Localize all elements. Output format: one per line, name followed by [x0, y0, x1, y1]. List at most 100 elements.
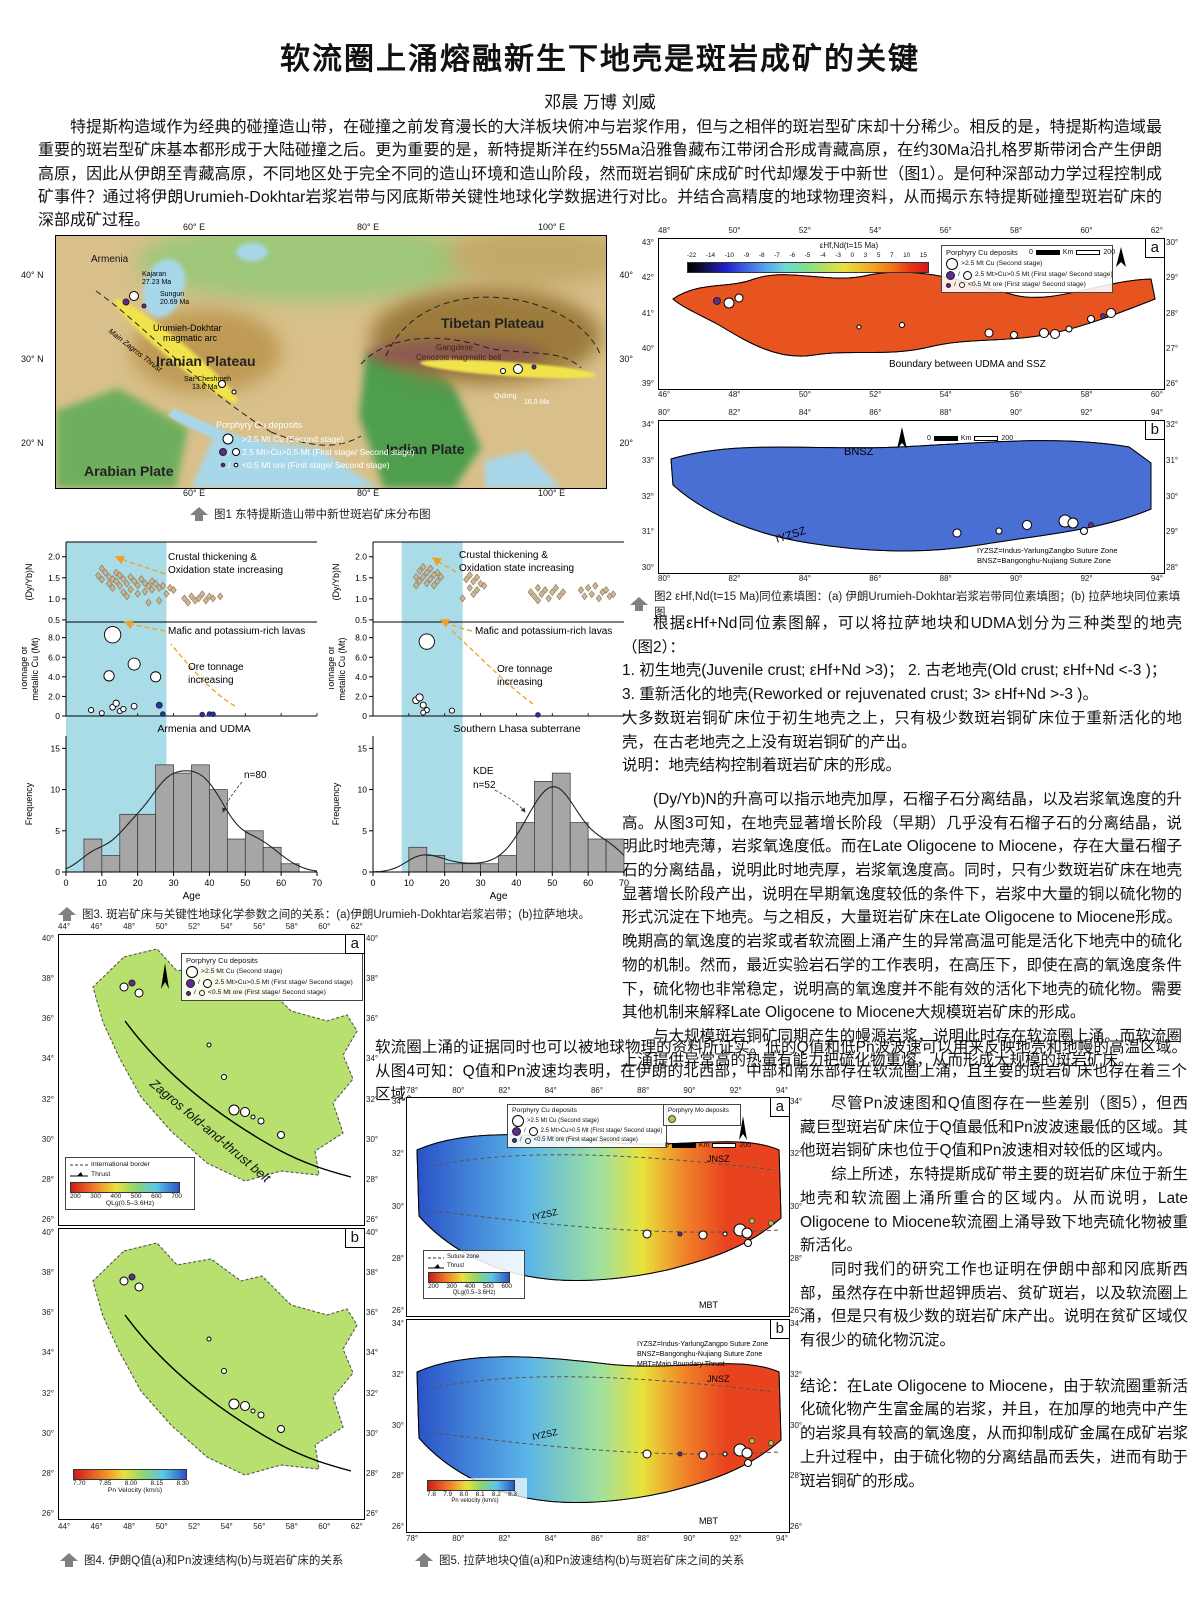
jnsz-line: [431, 1154, 776, 1171]
dyyb-point: [527, 588, 534, 597]
dyyb-point: [549, 588, 556, 597]
axis-tick: 62°: [1150, 226, 1163, 235]
axis-tick: 58°: [285, 922, 298, 931]
n-label: n=80: [244, 770, 267, 781]
iyzsz-line: [424, 1431, 780, 1455]
dyyb-point: [466, 571, 473, 580]
paragraph: 大多数斑岩铜矿床位于初生地壳之上，只有极少数斑岩铜矿床位于重新活化的地壳，在古老…: [622, 709, 1182, 751]
axis-tick: 92°: [1080, 574, 1093, 583]
chart-lhasa: 0 10 20 30 40 50 60 700.51.01.52.002.04.06.08.0…: [329, 541, 629, 902]
dyyb-point: [473, 573, 481, 582]
axis-tick: 34°: [41, 1348, 54, 1358]
axis-tick: 56°: [253, 1522, 266, 1531]
dyyb-point: [127, 572, 134, 581]
fig1-legend: Porphyry Cu deposits >2.5 Mt Cu (Second …: [216, 420, 415, 470]
axis-tick: 50°: [155, 1522, 168, 1531]
deposit-markers: [119, 1273, 285, 1433]
boundary-label: Boundary between UDMA and SSZ: [889, 359, 1046, 370]
jnsz-label: JNSZ: [707, 1154, 730, 1164]
axis-tick: 34°: [391, 1319, 404, 1328]
first-stage-icon: [946, 270, 955, 280]
ehf-map-lhasa-svg: BNSZ IYZSZ IYZSZ=Indus-YarlungZangbo Sut…: [670, 427, 1152, 565]
dyyb-point: [134, 589, 141, 598]
trend-arrow: [431, 557, 457, 573]
axis-tick: 90°: [1010, 574, 1023, 583]
axis-tick: 44°: [58, 922, 71, 931]
deposit-markers: [642, 1218, 774, 1247]
hist-bar: [480, 863, 499, 873]
hist-bar: [462, 863, 481, 873]
region-label: Southern Lhasa subterrane: [453, 723, 580, 735]
cu-deposit-point: [419, 701, 427, 709]
axis-tick: 54°: [869, 226, 882, 235]
figure2b-map: 80° 82° 84° 86° 88° 90° 92° 94° 34° 33° 32° 31° 30°…: [628, 408, 1180, 588]
colorbar-tick: -9: [743, 252, 750, 259]
x-tick-label: 10: [404, 878, 414, 888]
colorbar-label: QLg(0.5–3.6Hz): [452, 1290, 496, 1296]
hist-bar: [498, 855, 517, 873]
annotation: increasing: [497, 677, 543, 688]
note1: IYZSZ=Indus-YarlungZangbo Suture Zone: [977, 546, 1118, 555]
annotation: Oxidation state increasing: [168, 565, 283, 576]
axis-tick: 94°: [775, 1086, 788, 1095]
dyyb-point: [423, 568, 430, 577]
axis-tick: 30°: [1166, 491, 1179, 501]
fig2a-panel: Boundary between UDMA and SSZ εHf,Nd(t=1…: [658, 238, 1165, 390]
axis-tick: 34°: [366, 1054, 379, 1064]
pointer-line: [494, 789, 526, 813]
axis-tick: 43°: [641, 238, 654, 247]
colorbar-label: QLg(0.5–3.6Hz): [105, 1200, 155, 1208]
axis-tick: 88°: [637, 1534, 650, 1543]
axis-tick: 32°: [391, 1369, 404, 1379]
colorbar-tick: -6: [789, 252, 796, 259]
axis-tick: 29°: [1166, 273, 1179, 283]
small-deposit-icon: [524, 1137, 531, 1144]
hist-bar: [516, 822, 535, 873]
axis-tick: 26°: [391, 1306, 404, 1315]
colorbar-tick: 200: [70, 1193, 81, 1201]
dyyb-point: [184, 598, 192, 607]
thrust-line-icon: [70, 1172, 88, 1177]
axis-tick: 32°: [366, 1094, 379, 1104]
mbt-label: MBT: [699, 1300, 719, 1310]
svg-text:Qulong: Qulong: [494, 393, 517, 400]
dyyb-point: [123, 592, 131, 601]
y-tick-label: 2.0: [48, 552, 60, 562]
svg-text:Arabian Plate: Arabian Plate: [84, 463, 174, 479]
colorbar-tick: 400: [464, 1283, 476, 1290]
axis-tick: 30°: [391, 1420, 404, 1430]
dyyb-point: [102, 568, 109, 577]
axis-tick: 40°: [41, 1228, 54, 1237]
dyyb-point: [412, 572, 420, 581]
colorbar-tick: 600: [501, 1283, 512, 1290]
axis-tick: 100° E: [538, 488, 566, 498]
axis-tick: 31°: [641, 527, 654, 537]
dyyb-point: [416, 577, 423, 586]
north-arrow-icon: [161, 963, 169, 989]
dyyb-point: [138, 575, 145, 584]
figure5-caption: 图5. 拉萨地块Q值(a)和Pn波速结构(b)与斑岩矿床之间的关系: [415, 1552, 744, 1568]
colorbar-tick: 600: [151, 1193, 162, 1201]
axis-tick: 36°: [366, 1014, 379, 1024]
axis-tick: 94°: [1150, 574, 1163, 583]
axis-tick: 40°: [366, 934, 379, 943]
y-tick-label: 10: [358, 785, 368, 795]
axis-tick: 42°: [641, 273, 654, 283]
hist-bar: [209, 789, 228, 873]
panel-letter-b: b: [1144, 421, 1164, 440]
y-tick-label: 6.0: [355, 652, 367, 662]
paragraph: 1. 初生地壳(Juvenile crust; εHf+Nd >3)； 2. 古…: [622, 662, 1167, 680]
axis-tick: 90°: [683, 1534, 696, 1543]
colorbar-tick: 10: [903, 252, 911, 259]
small-deposit-icon: [198, 990, 205, 997]
text-column-1: 根据εHf+Nd同位素图解，可以将拉萨地块和UDMA划分为三种类型的地壳（图2）…: [622, 612, 1182, 1072]
colorbar-tick: -22: [687, 252, 697, 259]
x-tick-label: 20: [440, 878, 450, 888]
svg-text:Kajaran: Kajaran: [142, 271, 166, 278]
hist-bar: [173, 772, 192, 873]
y-tick-label: 8.0: [48, 633, 60, 643]
axis-tick: 34°: [641, 420, 654, 429]
figure2-caption: 图2 εHf,Nd(t=15 Ma)同位素填图：(a) 伊朗Urumieh-Do…: [630, 588, 1182, 620]
y-axis-title: metallic Cu (Mt): [337, 637, 347, 700]
map-terrain: [56, 236, 606, 488]
